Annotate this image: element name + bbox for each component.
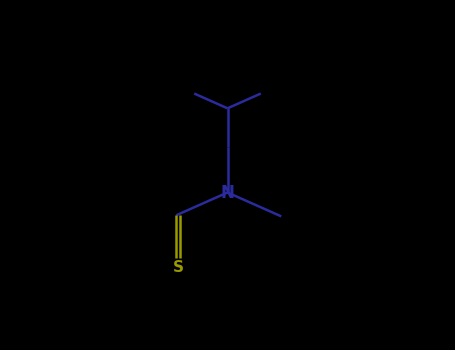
Text: N: N — [221, 183, 234, 202]
Text: S: S — [172, 260, 184, 275]
